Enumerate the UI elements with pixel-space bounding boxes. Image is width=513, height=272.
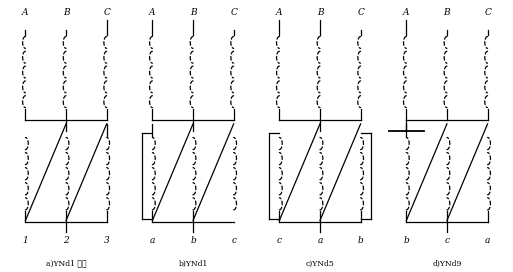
Text: A: A: [403, 8, 409, 17]
Text: a)YNd1 系列: a)YNd1 系列: [46, 259, 86, 267]
Text: b)YNd1: b)YNd1: [179, 259, 208, 267]
Text: B: B: [444, 8, 450, 17]
Text: c: c: [444, 236, 449, 245]
Text: B: B: [317, 8, 323, 17]
Text: b: b: [403, 236, 409, 245]
Text: A: A: [149, 8, 155, 17]
Text: b: b: [358, 236, 364, 245]
Text: c: c: [277, 236, 282, 245]
Text: a: a: [318, 236, 323, 245]
Text: 1: 1: [23, 236, 28, 245]
Text: C: C: [357, 8, 364, 17]
Text: C: C: [484, 8, 491, 17]
Text: b: b: [190, 236, 196, 245]
Text: C: C: [103, 8, 110, 17]
Text: a: a: [485, 236, 490, 245]
Text: C: C: [230, 8, 237, 17]
Text: B: B: [63, 8, 69, 17]
Text: 2: 2: [63, 236, 69, 245]
Text: c)YNd5: c)YNd5: [306, 259, 334, 267]
Text: 3: 3: [104, 236, 110, 245]
Text: d)YNd9: d)YNd9: [432, 259, 462, 267]
Text: B: B: [190, 8, 196, 17]
Text: A: A: [276, 8, 283, 17]
Text: c: c: [231, 236, 236, 245]
Text: A: A: [22, 8, 29, 17]
Text: a: a: [150, 236, 155, 245]
